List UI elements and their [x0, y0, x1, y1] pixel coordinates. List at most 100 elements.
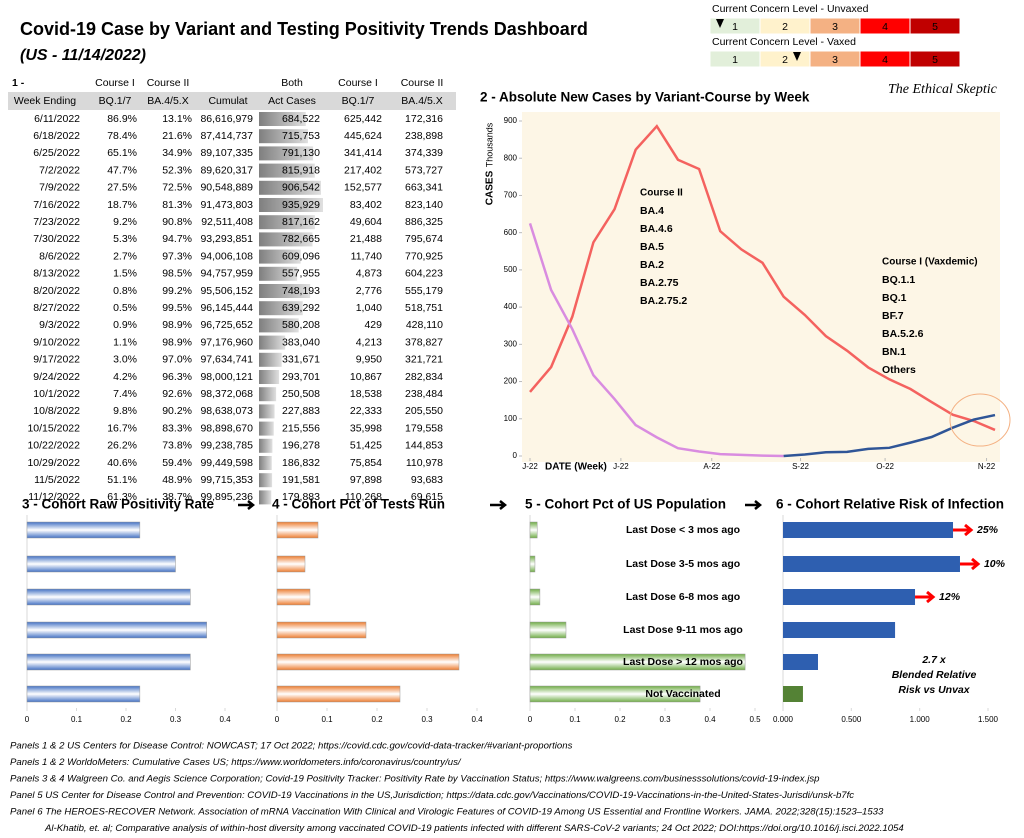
cell: 152,577 — [344, 182, 382, 194]
concern-box — [909, 17, 961, 35]
cases-bar — [259, 163, 315, 178]
cell: 791,130 — [282, 147, 320, 159]
cases-bar — [259, 370, 280, 384]
subtitle: (US - 11/14/2022) — [20, 47, 146, 64]
cell: 98,372,068 — [200, 388, 253, 400]
category-label: Last Dose > 12 mos ago — [623, 656, 743, 668]
cell: 11/12/2022 — [28, 491, 80, 503]
cell: 609,096 — [282, 250, 320, 262]
column-header: BQ.1/7 — [99, 95, 132, 107]
legend-variant: BA.2 — [640, 259, 664, 271]
cell: 110,978 — [406, 457, 443, 469]
y-tick-label: 600 — [504, 228, 518, 237]
cell: 10,867 — [350, 371, 382, 383]
cell: 49,604 — [350, 216, 382, 228]
x-tick-label: 0.3 — [421, 715, 433, 724]
cell: 52.3% — [162, 164, 192, 176]
cases-bar — [259, 232, 313, 247]
concern-level: 5 — [932, 54, 938, 66]
cell: 7/16/2022 — [33, 199, 80, 211]
column-header: BA.4/5.X — [147, 95, 188, 107]
cases-bar — [259, 301, 303, 316]
cell: 89,620,317 — [200, 164, 253, 176]
category-label: Last Dose 3-5 mos ago — [626, 558, 740, 570]
cell: 7/9/2022 — [39, 182, 80, 194]
cell: 99,715,353 — [200, 474, 253, 486]
cell: 429 — [364, 319, 382, 331]
cell: 8/13/2022 — [33, 268, 80, 280]
cell: 383,040 — [282, 336, 320, 348]
cases-bar — [259, 249, 301, 264]
arrow — [745, 500, 763, 510]
cell: 8/6/2022 — [39, 250, 80, 262]
cell: 61.3% — [107, 491, 137, 503]
concern-marker — [793, 52, 801, 61]
note: Blended Relative — [892, 669, 977, 681]
legend-variant: BF.7 — [882, 310, 904, 322]
cell: 9/10/2022 — [33, 336, 80, 348]
cell: 99,238,785 — [200, 440, 253, 452]
legend-title: Course II — [640, 188, 683, 199]
cell: 815,918 — [282, 164, 320, 176]
group-header: Course II — [401, 77, 444, 89]
bar — [529, 588, 541, 606]
cell: 0.9% — [113, 319, 137, 331]
panel-title: 5 - Cohort Pct of US Population — [525, 497, 726, 512]
y-tick-label: 0 — [513, 451, 518, 460]
x-tick-label: O-22 — [876, 462, 894, 471]
bar — [529, 521, 538, 539]
cell: 196,278 — [282, 440, 320, 452]
cell: 95,506,152 — [200, 285, 253, 297]
cell: 906,542 — [282, 182, 320, 194]
cell: 73.8% — [162, 440, 192, 452]
cell: 282,834 — [405, 371, 443, 383]
cell: 98,638,073 — [200, 405, 253, 417]
cell: 90,548,889 — [200, 182, 253, 194]
cell: 38.7% — [162, 491, 192, 503]
bar — [276, 555, 306, 573]
x-tick-label: 0.4 — [704, 715, 716, 724]
concern-level: 2 — [782, 21, 788, 33]
arrow — [238, 500, 256, 510]
cell: 748,193 — [282, 285, 320, 297]
cell: 94.7% — [162, 233, 192, 245]
bar — [276, 521, 319, 539]
bar — [529, 653, 746, 671]
cell: 92.6% — [162, 388, 192, 400]
cell: 21.6% — [162, 130, 192, 142]
cell: 1.5% — [113, 268, 137, 280]
cell: 94,006,108 — [200, 250, 253, 262]
cell: 823,140 — [405, 199, 443, 211]
cell: 935,929 — [282, 199, 320, 211]
cell: 13.1% — [162, 113, 192, 125]
cases-bar — [259, 490, 272, 505]
x-tick-label: 0.4 — [219, 715, 231, 724]
category-label: Last Dose 9-11 mos ago — [623, 624, 743, 636]
cell: 580,208 — [282, 319, 320, 331]
cases-bar — [259, 456, 272, 470]
cell: 445,624 — [344, 130, 382, 142]
x-tick-label: 0.1 — [71, 715, 83, 724]
cell: 179,558 — [405, 422, 443, 434]
cases-bar — [259, 129, 308, 144]
cell: 11/5/2022 — [34, 474, 80, 486]
bar — [529, 685, 701, 703]
group-header: Both — [281, 77, 303, 89]
cell: 3.0% — [113, 354, 137, 366]
cell: 10/8/2022 — [33, 405, 80, 417]
annotation-arrow — [953, 523, 974, 537]
cases-bar — [259, 318, 299, 333]
cell: 86,616,979 — [200, 113, 253, 125]
x-tick-label: 1.500 — [978, 715, 999, 724]
cases-bar — [259, 266, 298, 281]
concern-marker — [716, 19, 724, 28]
bar — [26, 555, 176, 573]
cases-bar — [259, 421, 274, 436]
cell: 9.2% — [113, 216, 137, 228]
cell: 72.5% — [162, 182, 192, 194]
bar — [26, 653, 191, 671]
cell: 98.5% — [162, 268, 192, 280]
cell: 90.2% — [162, 405, 192, 417]
concern-level: 3 — [832, 21, 838, 33]
plot-area — [522, 112, 1000, 462]
